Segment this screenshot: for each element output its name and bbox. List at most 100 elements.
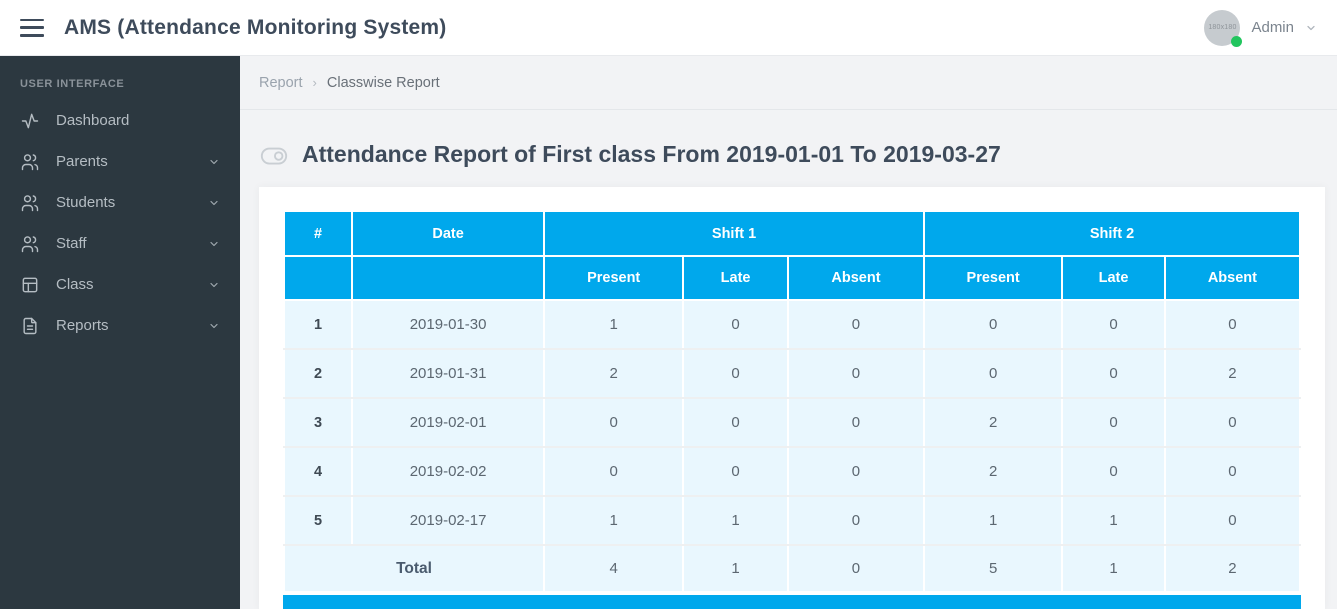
sidebar-section-label: USER INTERFACE (20, 78, 125, 90)
sidebar-item-label: Dashboard (56, 112, 130, 129)
toggle-right-icon (259, 145, 289, 167)
chevron-down-icon (208, 320, 220, 332)
column-header-index: # (282, 210, 354, 257)
sidebar-item-label: Reports (56, 317, 109, 334)
online-status-dot (1231, 35, 1243, 47)
cell-value: 1 (543, 495, 685, 546)
column-header-shift1: Shift 1 (543, 210, 926, 257)
avatar: 180x180 (1204, 9, 1243, 47)
sidebar-item-label: Parents (56, 153, 108, 170)
cell-value: 0 (786, 397, 926, 448)
cell-value: 0 (543, 397, 685, 448)
top-bar: AMS (Attendance Monitoring System) 180x1… (0, 0, 1337, 56)
breadcrumb-separator: › (312, 75, 317, 90)
cell-value: 0 (543, 446, 685, 497)
cell-value: 2 (923, 397, 1064, 448)
total-label: Total (282, 544, 546, 593)
cell-value: 1 (1061, 495, 1166, 546)
sidebar-item-staff[interactable]: Staff (0, 223, 240, 264)
cell-date: 2019-02-17 (351, 495, 546, 546)
cell-value: 1 (682, 495, 789, 546)
sidebar-item-label: Staff (56, 235, 87, 252)
cell-date: 2019-01-30 (351, 299, 546, 350)
cell-date: 2019-02-01 (351, 397, 546, 448)
breadcrumb: Report › Classwise Report (240, 56, 1337, 110)
table-row: 2 2019-01-31 2 0 0 0 0 2 (282, 348, 1302, 399)
chevron-down-icon (1305, 22, 1317, 34)
table-row: 1 2019-01-30 1 0 0 0 0 0 (282, 299, 1302, 350)
cell-index: 2 (282, 348, 354, 399)
cell-value: 0 (786, 348, 926, 399)
cell-value: 0 (1163, 495, 1302, 546)
chevron-down-icon (208, 238, 220, 250)
hamburger-menu-icon[interactable] (20, 18, 44, 37)
cell-value: 0 (682, 397, 789, 448)
total-value: 4 (543, 544, 685, 593)
cell-value: 0 (682, 299, 789, 350)
attendance-table: # Date Shift 1 Shift 2 Present Late Abse… (282, 210, 1302, 593)
column-header-empty (351, 255, 546, 301)
column-header-empty (282, 255, 354, 301)
column-header-shift2: Shift 2 (923, 210, 1301, 257)
chevron-down-icon (208, 279, 220, 291)
cell-value: 2 (923, 446, 1064, 497)
cell-value: 0 (1163, 397, 1302, 448)
cell-value: 0 (786, 299, 926, 350)
users-icon (20, 192, 41, 213)
total-value: 5 (923, 544, 1064, 593)
users-icon (20, 151, 41, 172)
cell-value: 0 (923, 348, 1064, 399)
report-card: # Date Shift 1 Shift 2 Present Late Abse… (259, 187, 1325, 609)
cell-value: 2 (1163, 348, 1302, 399)
total-value: 1 (1061, 544, 1166, 593)
cell-value: 0 (786, 495, 926, 546)
page-heading: Attendance Report of First class From 20… (259, 141, 1337, 168)
cell-value: 0 (1163, 299, 1302, 350)
cell-value: 0 (1061, 397, 1166, 448)
file-text-icon (20, 315, 41, 336)
sidebar-item-reports[interactable]: Reports (0, 305, 240, 346)
cell-index: 5 (282, 495, 354, 546)
user-name: Admin (1251, 19, 1294, 36)
column-header-absent: Absent (1163, 255, 1302, 301)
sidebar-item-dashboard[interactable]: Dashboard (0, 100, 240, 141)
layout-grid-icon (20, 274, 41, 295)
breadcrumb-current: Classwise Report (326, 74, 440, 91)
cell-date: 2019-01-31 (351, 348, 546, 399)
cell-date: 2019-02-02 (351, 446, 546, 497)
sidebar-item-class[interactable]: Class (0, 264, 240, 305)
table-row: 4 2019-02-02 0 0 0 2 0 0 (282, 446, 1302, 497)
sidebar-item-parents[interactable]: Parents (0, 141, 240, 182)
users-icon (20, 233, 41, 254)
sidebar-item-students[interactable]: Students (0, 182, 240, 223)
column-header-late: Late (1061, 255, 1166, 301)
cell-value: 0 (1163, 446, 1302, 497)
sidebar: USER INTERFACE Dashboard Parents Student… (0, 56, 240, 609)
cell-value: 0 (1061, 446, 1166, 497)
column-header-present: Present (543, 255, 685, 301)
page-title: Attendance Report of First class From 20… (302, 141, 1001, 167)
table-total-row: Total 4 1 0 5 1 2 (282, 544, 1302, 593)
cell-value: 0 (1061, 299, 1166, 350)
column-header-present: Present (923, 255, 1064, 301)
cell-value: 1 (923, 495, 1064, 546)
total-value: 0 (786, 544, 926, 593)
cell-value: 2 (543, 348, 685, 399)
total-value: 1 (682, 544, 789, 593)
breadcrumb-link-report[interactable]: Report (259, 74, 303, 91)
table-row: 5 2019-02-17 1 1 0 1 1 0 (282, 495, 1302, 546)
table-header-group-row: # Date Shift 1 Shift 2 (282, 210, 1301, 257)
activity-icon (20, 110, 41, 131)
cell-value: 1 (543, 299, 685, 350)
user-menu[interactable]: 180x180 Admin (1204, 9, 1317, 47)
cell-value: 0 (1061, 348, 1166, 399)
column-header-date: Date (351, 210, 546, 257)
total-value: 2 (1163, 544, 1302, 593)
avatar-placeholder-text: 180x180 (1208, 24, 1237, 31)
column-header-absent: Absent (786, 255, 926, 301)
sidebar-item-label: Students (56, 194, 116, 211)
cell-index: 1 (282, 299, 354, 350)
cell-value: 0 (923, 299, 1064, 350)
cell-value: 0 (682, 446, 789, 497)
cell-index: 4 (282, 446, 354, 497)
